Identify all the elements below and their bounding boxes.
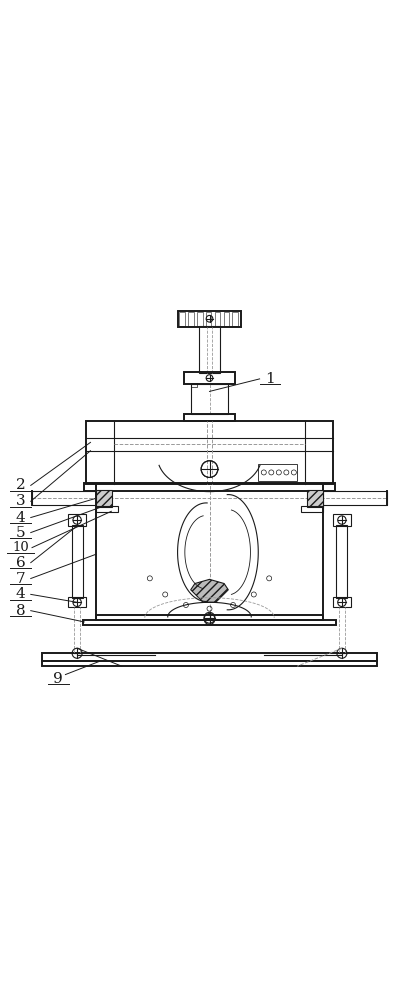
Bar	[96, 490, 112, 507]
Bar	[301, 506, 323, 512]
Bar	[32, 491, 96, 505]
Bar	[191, 384, 228, 414]
Text: 6: 6	[16, 556, 26, 570]
Text: 5: 5	[16, 526, 26, 540]
Bar	[206, 312, 211, 326]
Text: 4: 4	[16, 587, 26, 601]
Bar	[68, 514, 86, 526]
Bar	[41, 661, 378, 666]
Bar	[197, 312, 202, 326]
Text: 3: 3	[16, 494, 26, 508]
Bar	[72, 525, 83, 598]
Bar	[199, 326, 220, 373]
Polygon shape	[191, 579, 228, 602]
Bar	[333, 514, 351, 526]
Bar	[178, 311, 241, 327]
Bar	[41, 653, 378, 661]
Text: 9: 9	[54, 672, 63, 686]
Bar	[233, 312, 238, 326]
Text: 7: 7	[16, 572, 26, 586]
Bar	[191, 383, 197, 387]
Text: 10: 10	[13, 541, 29, 554]
Bar	[96, 506, 118, 512]
Bar	[224, 312, 229, 326]
Bar	[86, 421, 333, 484]
Bar	[184, 414, 235, 421]
Bar	[323, 491, 387, 505]
Bar	[336, 525, 347, 598]
Bar	[333, 597, 351, 607]
Text: 4: 4	[16, 511, 26, 525]
Text: 2: 2	[16, 478, 26, 492]
Bar	[188, 312, 194, 326]
Text: 8: 8	[16, 604, 26, 618]
Text: 1: 1	[265, 372, 275, 386]
Bar	[215, 312, 220, 326]
Bar	[184, 372, 235, 384]
Bar	[307, 490, 323, 507]
Bar	[96, 615, 323, 620]
Bar	[179, 312, 185, 326]
Bar	[68, 597, 86, 607]
Bar	[83, 620, 336, 625]
Bar	[84, 483, 335, 491]
Bar	[258, 464, 297, 481]
